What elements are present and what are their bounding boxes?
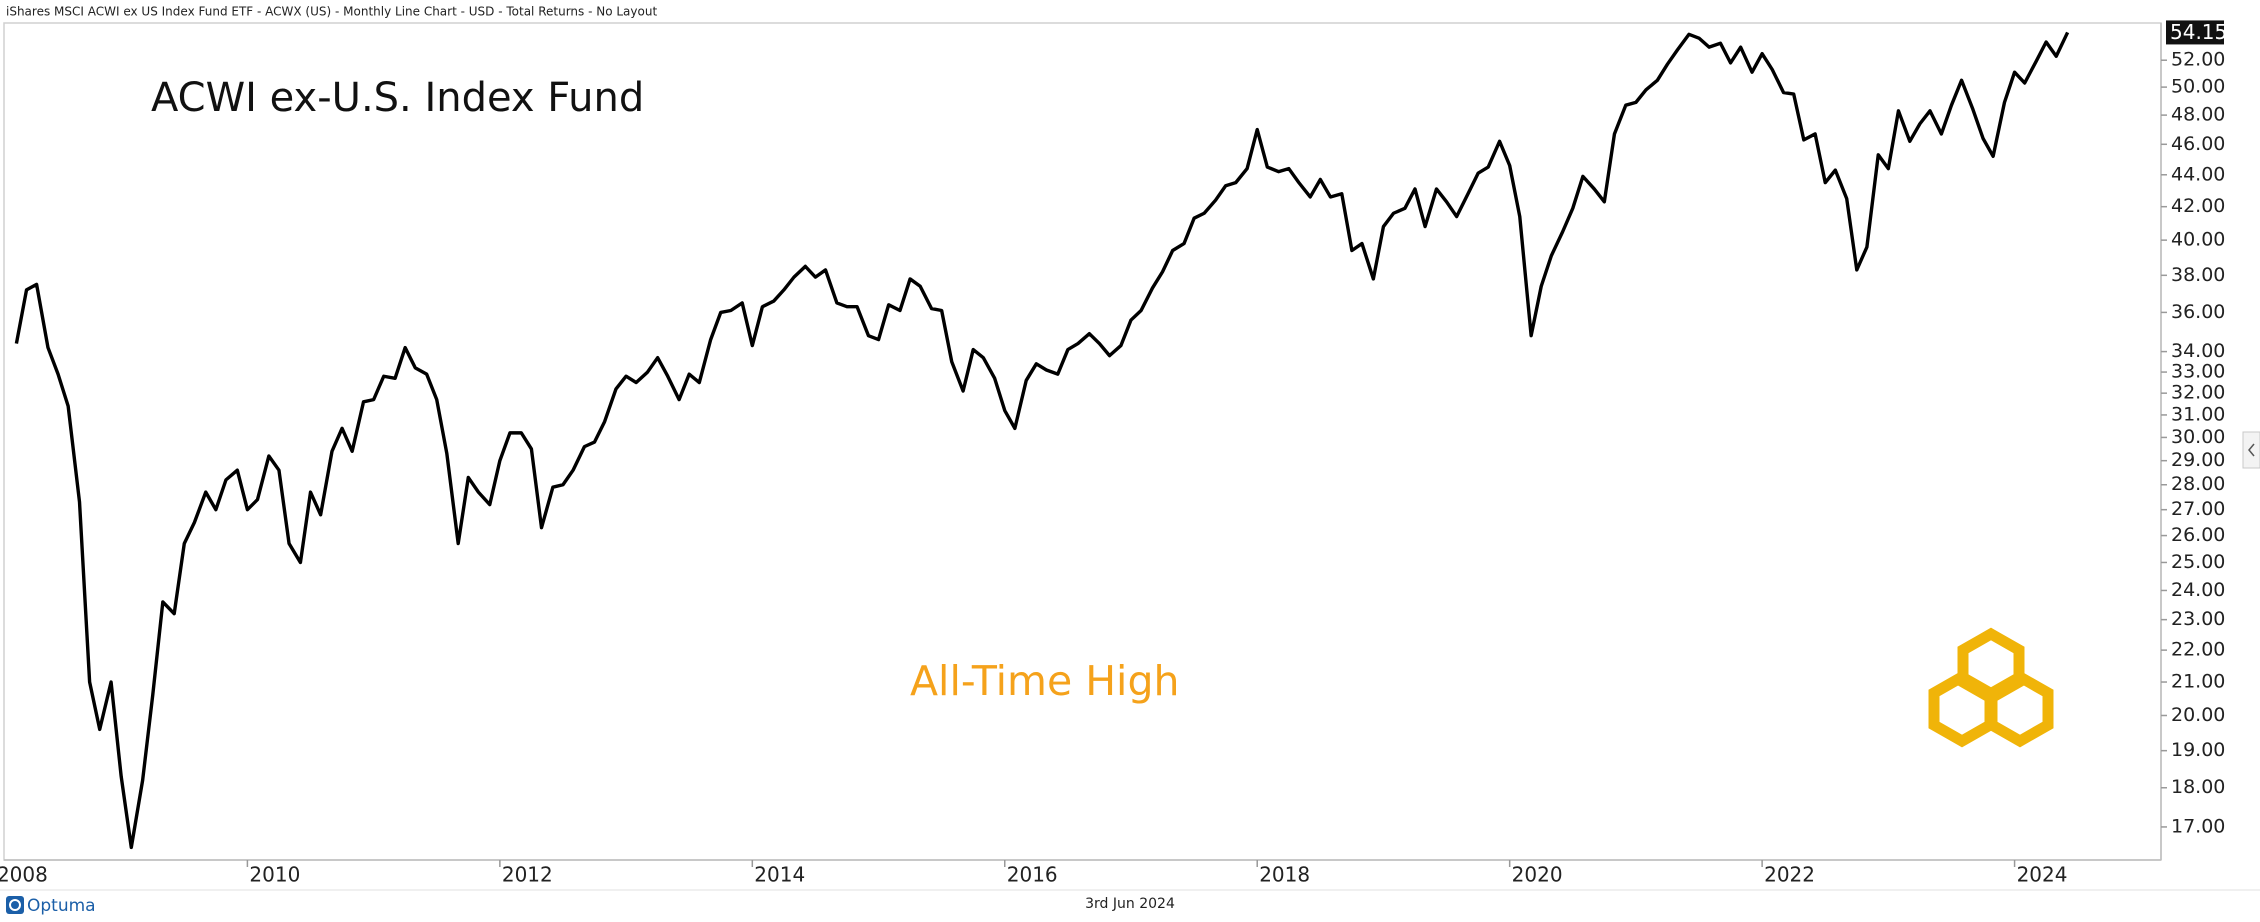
x-tick-label: 2010 <box>249 863 300 887</box>
brand-icon-mark <box>9 899 21 911</box>
y-tick-label: 34.00 <box>2171 340 2225 362</box>
y-tick-label: 21.00 <box>2171 671 2225 693</box>
x-tick-label: 2022 <box>1764 863 1815 887</box>
y-tick-label: 36.00 <box>2171 301 2225 323</box>
logo-hexagon <box>1986 670 2054 748</box>
x-tick-label: 2018 <box>1259 863 1310 887</box>
x-tick-label: 2016 <box>1007 863 1058 887</box>
side-panel-tab[interactable] <box>2242 431 2260 469</box>
chart-header: iShares MSCI ACWI ex US Index Fund ETF -… <box>6 5 657 19</box>
y-tick-label: 24.00 <box>2171 579 2225 601</box>
y-tick-label: 33.00 <box>2171 361 2225 383</box>
chart-title: ACWI ex-U.S. Index Fund <box>151 75 644 121</box>
chart-date: 3rd Jun 2024 <box>1085 896 1175 912</box>
y-tick-label: 22.00 <box>2171 639 2225 661</box>
y-tick-label: 20.00 <box>2171 704 2225 726</box>
y-tick-label: 46.00 <box>2171 133 2225 155</box>
y-tick-label: 19.00 <box>2171 739 2225 761</box>
x-tick-label: 2012 <box>502 863 553 887</box>
y-tick-label: 18.00 <box>2171 776 2225 798</box>
y-tick-label: 25.00 <box>2171 551 2225 573</box>
price-line <box>14 31 2070 850</box>
y-tick-label: 44.00 <box>2171 163 2225 185</box>
y-tick-label: 40.00 <box>2171 229 2225 251</box>
y-tick-label: 26.00 <box>2171 524 2225 546</box>
y-tick-label: 32.00 <box>2171 382 2225 404</box>
y-tick-label: 29.00 <box>2171 449 2225 471</box>
x-tick-label: 2008 <box>0 863 48 887</box>
y-tick-label: 50.00 <box>2171 76 2225 98</box>
brand-icon <box>6 896 24 914</box>
y-tick-label: 38.00 <box>2171 264 2225 286</box>
x-tick-label: 2020 <box>1512 863 1563 887</box>
y-tick-label: 52.00 <box>2171 49 2225 71</box>
annotation: All-Time High <box>910 657 1179 705</box>
last-value-label: 54.15 <box>2170 20 2227 44</box>
y-tick-label: 27.00 <box>2171 498 2225 520</box>
y-tick-label: 17.00 <box>2171 815 2225 837</box>
last-value-box <box>2166 20 2224 45</box>
y-tick-label: 42.00 <box>2171 195 2225 217</box>
side-panel-arrow <box>2248 443 2255 457</box>
x-tick-label: 2014 <box>754 863 805 887</box>
brand-name: Optuma <box>27 896 96 916</box>
y-tick-label: 31.00 <box>2171 403 2225 425</box>
y-tick-label: 28.00 <box>2171 473 2225 495</box>
y-tick-label: 48.00 <box>2171 104 2225 126</box>
x-tick-label: 2024 <box>2017 863 2068 887</box>
y-tick-label: 23.00 <box>2171 608 2225 630</box>
brand-logo <box>1928 627 2054 748</box>
y-tick-label: 30.00 <box>2171 426 2225 448</box>
